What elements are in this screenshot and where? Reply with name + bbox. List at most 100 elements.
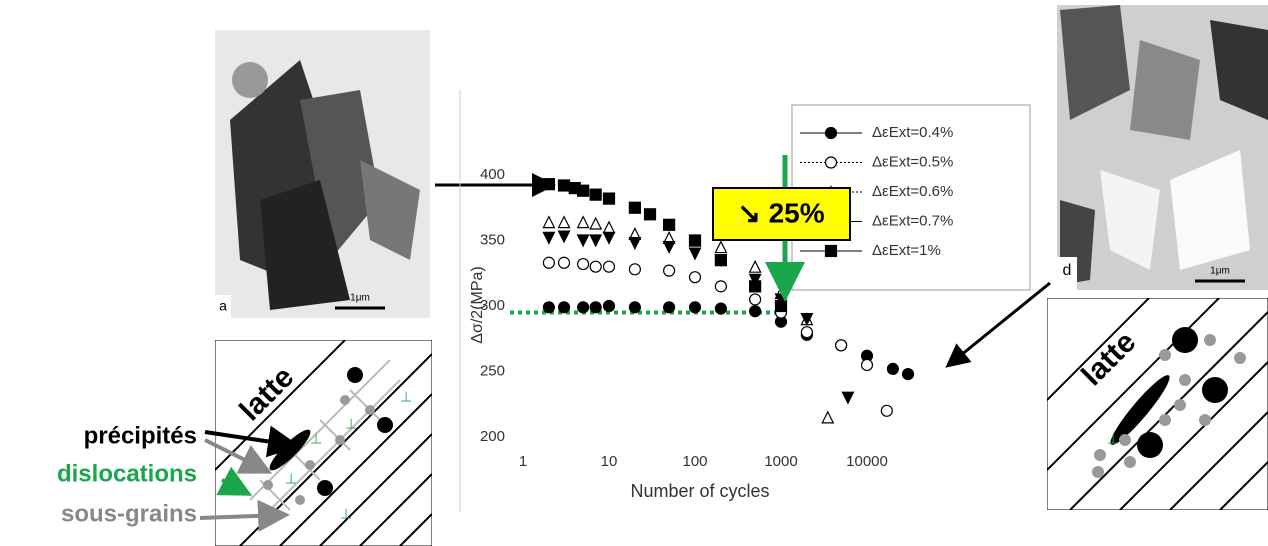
- point: [542, 178, 555, 191]
- micrograph-right: d 1μm: [1057, 5, 1268, 290]
- point: [602, 299, 616, 313]
- point: [662, 240, 676, 254]
- point: [557, 179, 571, 192]
- svg-text:⊥: ⊥: [345, 416, 357, 432]
- point: [557, 256, 571, 269]
- svg-text:⊥: ⊥: [400, 389, 412, 405]
- point: [800, 313, 814, 326]
- point: [589, 188, 602, 201]
- legend-label: dislocations: [57, 460, 197, 487]
- svg-text:⊥: ⊥: [310, 431, 322, 447]
- point: [880, 404, 893, 417]
- point: [714, 254, 727, 267]
- point: [748, 259, 762, 273]
- x-tick-label: 100: [682, 453, 707, 470]
- arrow: [204, 438, 273, 474]
- point: [602, 231, 616, 245]
- point: [589, 216, 603, 230]
- annotation-box: [712, 187, 851, 241]
- x-tick-label: 10000: [846, 453, 888, 470]
- point: [714, 302, 727, 315]
- point: [821, 410, 835, 424]
- schematic-right: ⊥ latte: [1047, 298, 1268, 510]
- y-tick-label: 400: [480, 166, 505, 183]
- point: [841, 391, 855, 405]
- legend-marker: [824, 156, 838, 169]
- legend-label: ΔεExt=0.7%: [872, 212, 953, 229]
- point: [714, 280, 727, 293]
- panel-letter: d: [1063, 262, 1072, 279]
- point: [749, 305, 762, 318]
- legend-marker: [824, 126, 838, 140]
- point: [835, 339, 848, 352]
- point: [688, 247, 702, 261]
- point: [663, 264, 676, 277]
- legend: ΔεExt=0.4% ΔεExt=0.5% ΔεExt=0.6% ΔεExt=0.7%…: [800, 124, 953, 259]
- arrow: [199, 499, 290, 532]
- point: [577, 184, 590, 197]
- point: [542, 256, 555, 269]
- point: [663, 218, 676, 231]
- legend-label: ΔεExt=1%: [872, 242, 941, 259]
- point: [557, 215, 571, 229]
- point: [589, 301, 602, 314]
- micrograph-left: a 1μm: [215, 30, 430, 318]
- point: [663, 301, 676, 314]
- point: [901, 368, 915, 381]
- point: [589, 234, 603, 248]
- scale-label: 1μm: [1210, 266, 1230, 277]
- x-axis-label: Number of cycles: [630, 481, 769, 501]
- point: [557, 230, 571, 244]
- point: [688, 234, 702, 247]
- arrow: [204, 425, 300, 458]
- annotation: ↘ 25%: [737, 197, 824, 228]
- point: [577, 257, 590, 271]
- point: [748, 273, 762, 287]
- svg-text:⊥: ⊥: [285, 471, 297, 487]
- point: [688, 271, 702, 284]
- scale-label: 1μm: [350, 293, 370, 304]
- schematic-left: ⊥⊥⊥⊥⊥ latte: [215, 340, 432, 546]
- y-tick-label: 200: [480, 428, 505, 445]
- point: [577, 301, 590, 314]
- y-tick-label: 250: [480, 362, 505, 379]
- point: [542, 301, 555, 314]
- point: [860, 358, 874, 372]
- point: [774, 299, 788, 313]
- y-axis-label: Δσ/2(MPa): [469, 266, 486, 343]
- legend-label: précipités: [84, 422, 197, 449]
- point: [749, 293, 762, 306]
- point: [800, 326, 813, 339]
- point: [628, 301, 641, 314]
- x-tick-label: 1: [519, 453, 527, 470]
- y-tick-label: 300: [480, 297, 505, 314]
- svg-text:⊥: ⊥: [340, 506, 352, 522]
- point: [643, 208, 657, 221]
- legend-label: ΔεExt=0.5%: [872, 153, 953, 170]
- y-tick-label: 350: [480, 231, 505, 248]
- point: [628, 201, 641, 214]
- point: [688, 301, 702, 314]
- point: [602, 220, 616, 234]
- svg-text:⊥: ⊥: [1107, 431, 1119, 447]
- point: [576, 234, 590, 248]
- point: [602, 260, 616, 273]
- point: [542, 231, 556, 245]
- arrow: [945, 281, 1051, 368]
- point: [628, 237, 642, 250]
- point: [557, 301, 571, 314]
- point: [542, 215, 556, 229]
- x-tick-label: 10: [601, 453, 618, 470]
- x-tick-label: 1000: [764, 453, 797, 470]
- point: [749, 280, 762, 293]
- legend-label: sous-grains: [61, 500, 197, 527]
- point: [628, 263, 641, 276]
- point: [576, 215, 590, 229]
- point: [714, 240, 728, 254]
- arrow: [216, 466, 253, 496]
- legend-label: ΔεExt=0.4%: [872, 124, 953, 141]
- point: [589, 260, 602, 273]
- point: [602, 192, 616, 205]
- legend-label: ΔεExt=0.6%: [872, 183, 953, 200]
